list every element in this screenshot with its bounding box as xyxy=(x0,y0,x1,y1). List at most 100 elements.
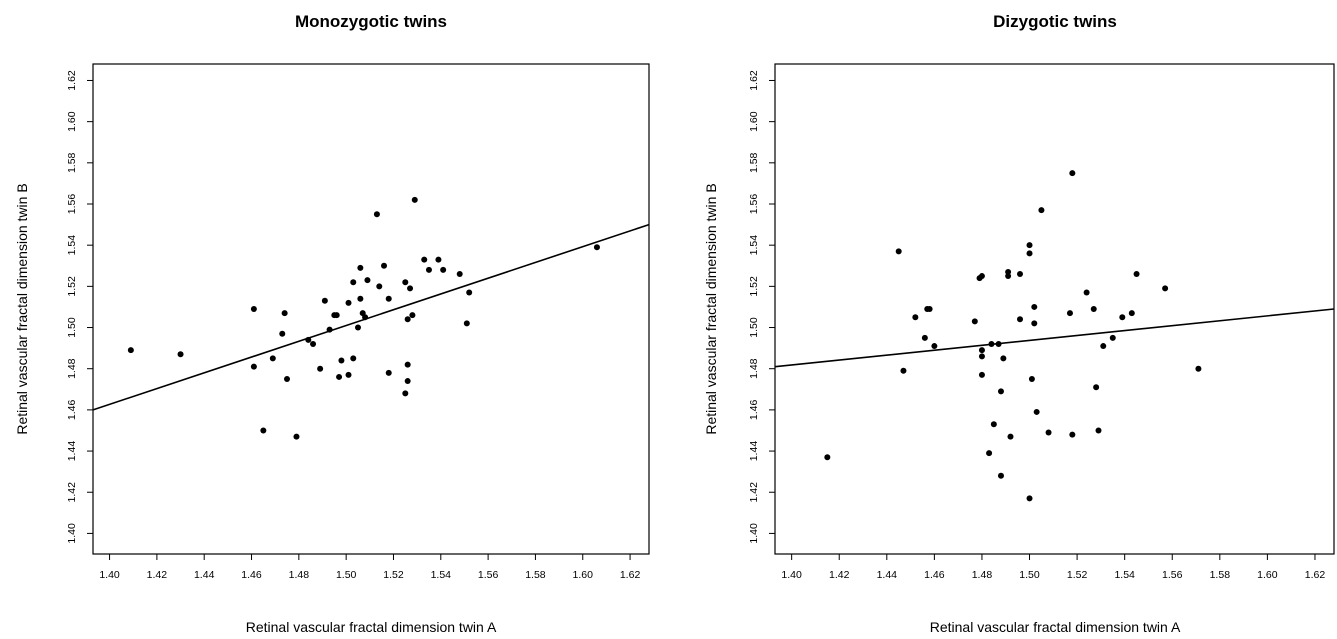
data-point xyxy=(321,297,328,304)
y-tick-label: 1.44 xyxy=(748,441,760,462)
data-point xyxy=(1109,334,1116,341)
y-tick-label: 1.44 xyxy=(66,441,78,462)
x-tick-label: 1.42 xyxy=(829,569,850,581)
data-point xyxy=(345,299,352,306)
x-tick-label: 1.44 xyxy=(194,569,215,581)
data-point xyxy=(1026,242,1033,249)
data-point xyxy=(1100,343,1107,350)
x-tick-label: 1.50 xyxy=(336,569,357,581)
y-tick-label: 1.48 xyxy=(748,358,760,379)
data-point xyxy=(269,355,276,362)
data-point xyxy=(997,388,1004,395)
chart-title: Dizygotic twins xyxy=(993,12,1117,31)
y-tick-label: 1.46 xyxy=(66,400,78,421)
data-point xyxy=(310,341,317,347)
data-point xyxy=(1000,355,1007,362)
data-point xyxy=(463,320,470,327)
x-axis-label: Retinal vascular fractal dimension twin … xyxy=(930,619,1181,635)
data-point xyxy=(284,376,291,382)
data-point xyxy=(997,472,1004,479)
data-point xyxy=(926,306,933,312)
data-point xyxy=(404,361,411,368)
data-point xyxy=(381,262,388,269)
x-tick-label: 1.40 xyxy=(99,569,120,581)
y-tick-label: 1.50 xyxy=(748,317,760,338)
data-point xyxy=(1007,433,1014,440)
x-tick-label: 1.58 xyxy=(525,569,546,581)
data-point xyxy=(990,421,997,428)
x-tick-label: 1.46 xyxy=(924,569,945,581)
x-tick-label: 1.50 xyxy=(1019,569,1040,581)
data-point xyxy=(1119,314,1126,321)
data-point xyxy=(281,310,288,317)
data-point xyxy=(1026,250,1033,257)
data-point xyxy=(362,314,369,321)
data-point xyxy=(1005,273,1012,280)
data-point xyxy=(435,256,442,263)
data-point xyxy=(404,378,411,385)
data-point xyxy=(900,367,907,374)
data-point xyxy=(127,347,134,354)
x-tick-label: 1.44 xyxy=(877,569,898,581)
y-tick-label: 1.40 xyxy=(66,523,78,544)
data-point xyxy=(402,279,409,286)
x-tick-label: 1.56 xyxy=(1162,569,1183,581)
y-tick-label: 1.54 xyxy=(748,235,760,256)
data-point xyxy=(1069,170,1076,177)
x-tick-label: 1.60 xyxy=(573,569,594,581)
data-point xyxy=(336,373,343,380)
x-tick-label: 1.48 xyxy=(289,569,310,581)
data-point xyxy=(978,353,985,360)
x-tick-label: 1.60 xyxy=(1257,569,1278,581)
data-point xyxy=(978,273,985,280)
x-tick-label: 1.62 xyxy=(1305,569,1326,581)
regression-line xyxy=(92,223,650,411)
data-point xyxy=(345,371,352,378)
y-tick-label: 1.56 xyxy=(748,194,760,215)
x-tick-label: 1.62 xyxy=(620,569,641,581)
data-point xyxy=(988,341,995,347)
data-point xyxy=(317,365,324,372)
data-point xyxy=(1028,376,1035,382)
x-tick-label: 1.56 xyxy=(478,569,499,581)
data-point xyxy=(971,318,978,325)
y-tick-label: 1.62 xyxy=(748,70,760,91)
data-point xyxy=(409,312,416,319)
monozygotic-panel: Monozygotic twins 1.40 1.42 1.44 1.46 1.48 1.5… xyxy=(14,12,650,635)
y-axis-label: Retinal vascular fractal dimension twin … xyxy=(14,183,30,434)
plot-frame xyxy=(774,63,1335,555)
regression-line xyxy=(774,308,1335,368)
y-tick-label: 1.52 xyxy=(748,276,760,297)
data-point xyxy=(1090,306,1097,312)
data-point xyxy=(293,433,300,440)
x-tick-label: 1.48 xyxy=(972,569,993,581)
data-point xyxy=(1195,365,1202,372)
data-point xyxy=(338,357,345,364)
y-tick-label: 1.48 xyxy=(66,358,78,379)
data-point xyxy=(931,343,938,350)
y-tick-label: 1.46 xyxy=(748,400,760,421)
data-point xyxy=(1038,207,1045,214)
data-point xyxy=(1093,384,1100,391)
data-point xyxy=(350,279,357,286)
y-tick-label: 1.58 xyxy=(748,152,760,173)
data-point xyxy=(357,295,364,302)
data-point xyxy=(912,314,919,321)
data-point xyxy=(1162,285,1169,292)
data-point xyxy=(326,326,333,333)
data-point xyxy=(421,256,428,263)
data-point xyxy=(407,285,414,292)
y-tick-label: 1.56 xyxy=(66,194,78,215)
data-point xyxy=(350,355,357,362)
data-point xyxy=(1031,320,1038,327)
data-point xyxy=(1045,429,1052,436)
data-point xyxy=(402,390,409,397)
y-tick-label: 1.52 xyxy=(66,276,78,297)
plot-frame xyxy=(92,63,650,555)
data-point xyxy=(1031,303,1038,310)
data-point xyxy=(978,347,985,354)
y-tick-label: 1.58 xyxy=(66,152,78,173)
data-point xyxy=(376,283,383,290)
data-point xyxy=(978,371,985,378)
